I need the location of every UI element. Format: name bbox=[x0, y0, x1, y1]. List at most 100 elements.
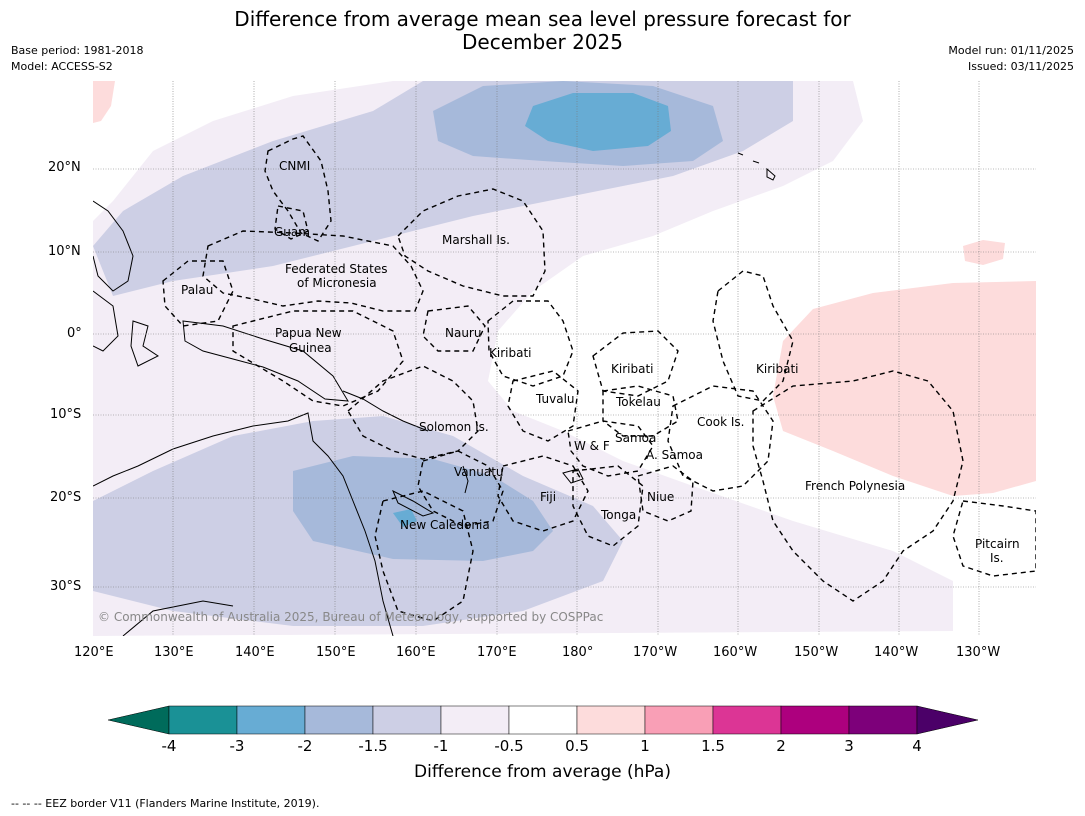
colorbar-tick: -2 bbox=[297, 737, 313, 755]
lon-label: 140°E bbox=[235, 645, 275, 660]
eez-tuvalu bbox=[507, 370, 579, 442]
map-panel: CNMI Guam Marshall Is. Federated States … bbox=[93, 81, 1036, 636]
eez-pitcairn bbox=[952, 500, 1036, 577]
label-fiji: Fiji bbox=[540, 490, 556, 504]
philippines-coast bbox=[93, 200, 134, 292]
lon-label: 170°W bbox=[633, 645, 678, 660]
australia-coast bbox=[93, 412, 394, 636]
fill-minus-2 bbox=[525, 93, 671, 151]
lon-label: 150°W bbox=[794, 645, 839, 660]
label-marshall: Marshall Is. bbox=[442, 233, 510, 247]
base-period: Base period: 1981-2018 bbox=[11, 44, 144, 57]
colorbar-bin bbox=[440, 705, 510, 735]
label-newcal: New Caledonia bbox=[400, 518, 490, 532]
map-labels: CNMI Guam Marshall Is. Federated States … bbox=[181, 159, 1020, 565]
label-png-1: Papua New bbox=[275, 326, 342, 340]
colorbar bbox=[107, 705, 979, 735]
eez-png bbox=[232, 310, 404, 407]
colorbar-bin bbox=[576, 705, 646, 735]
lon-label: 170°E bbox=[477, 645, 517, 660]
eez-newcal bbox=[374, 490, 474, 622]
vanuatu-coast bbox=[462, 465, 469, 494]
map-svg: CNMI Guam Marshall Is. Federated States … bbox=[93, 81, 1036, 636]
chart-title: Difference from average mean sea level p… bbox=[0, 8, 1085, 54]
label-frpoly: French Polynesia bbox=[805, 479, 905, 493]
colorbar-tick: 1 bbox=[640, 737, 650, 755]
label-tokelau: Tokelau bbox=[615, 395, 661, 409]
eez-frpoly bbox=[752, 370, 964, 602]
colorbar-tick: 2 bbox=[776, 737, 786, 755]
eez-nauru bbox=[422, 305, 486, 352]
label-niue: Niue bbox=[647, 490, 674, 504]
lon-label: 160°W bbox=[713, 645, 758, 660]
sulawesi-coast bbox=[130, 320, 159, 367]
colorbar-tick: 4 bbox=[912, 737, 922, 755]
lat-label: 20°N bbox=[48, 160, 81, 175]
anomaly-fills bbox=[93, 81, 1036, 636]
eez-cnmi bbox=[264, 135, 332, 242]
eez-cook bbox=[667, 385, 774, 492]
colorbar-bin bbox=[644, 705, 714, 735]
colorbar-extend-low bbox=[107, 705, 170, 735]
fill-minus-2-south bbox=[393, 509, 417, 527]
colorbar-extend-high bbox=[916, 705, 979, 735]
lon-label: 160°E bbox=[396, 645, 436, 660]
lon-label: 180° bbox=[562, 645, 594, 660]
label-pitcairn-1: Pitcairn bbox=[975, 537, 1020, 551]
label-cook: Cook Is. bbox=[697, 415, 744, 429]
fill-plus-0.5-north bbox=[963, 240, 1005, 265]
lat-label: 30°S bbox=[50, 579, 82, 594]
colorbar-tick: -0.5 bbox=[494, 737, 524, 755]
colorbar-bin bbox=[712, 705, 782, 735]
label-pitcairn-2: Is. bbox=[990, 551, 1004, 565]
label-solomon: Solomon Is. bbox=[419, 420, 489, 434]
lon-label: 130°E bbox=[154, 645, 194, 660]
copyright-notice: © Commonwealth of Australia 2025, Bureau… bbox=[98, 610, 603, 624]
colorbar-tick: 1.5 bbox=[701, 737, 725, 755]
lat-label: 20°S bbox=[50, 490, 82, 505]
eez-wf-samoa bbox=[567, 420, 654, 477]
colorbar-bin bbox=[780, 705, 850, 735]
eez-palau bbox=[162, 260, 234, 327]
new-caledonia-coast bbox=[392, 489, 435, 517]
label-samoa: Samoa bbox=[615, 431, 656, 445]
model-name: Model: ACCESS-S2 bbox=[11, 60, 113, 73]
eez-tokelau bbox=[602, 385, 679, 437]
colorbar-bin bbox=[236, 705, 306, 735]
eez-footnote: -- -- -- EEZ border V11 (Flanders Marine… bbox=[11, 797, 320, 810]
borneo-coast bbox=[93, 290, 119, 352]
hawaii-coast bbox=[737, 152, 776, 181]
colorbar-tick: -1 bbox=[433, 737, 449, 755]
title-line-2: December 2025 bbox=[462, 30, 623, 54]
label-tonga: Tonga bbox=[600, 508, 636, 522]
new-guinea-coast bbox=[182, 320, 349, 402]
fill-plus-0.5 bbox=[773, 281, 1036, 496]
eez-niue bbox=[637, 465, 694, 522]
label-fsm-2: of Micronesia bbox=[297, 276, 377, 290]
eez-vanuatu bbox=[417, 450, 504, 527]
lat-label: 10°S bbox=[50, 407, 82, 422]
issued-date: Issued: 03/11/2025 bbox=[967, 60, 1074, 73]
label-guam: Guam bbox=[274, 225, 310, 239]
colorbar-bin bbox=[372, 705, 442, 735]
colorbar-bin bbox=[508, 705, 578, 735]
label-kiribati-c: Kiribati bbox=[611, 362, 653, 376]
colorbar-tick: -3 bbox=[229, 737, 245, 755]
eez-kiribati-west bbox=[487, 300, 574, 387]
eez-solomon bbox=[347, 365, 479, 460]
australia-south-coast bbox=[122, 600, 234, 636]
label-fsm-1: Federated States bbox=[285, 262, 387, 276]
label-asamoa: A. Samoa bbox=[646, 448, 703, 462]
coastlines bbox=[93, 152, 776, 636]
eez-fiji bbox=[497, 455, 589, 532]
colorbar-tick: 0.5 bbox=[565, 737, 589, 755]
gridlines bbox=[93, 81, 1036, 636]
lon-label: 150°E bbox=[316, 645, 356, 660]
label-nauru: Nauru bbox=[445, 326, 481, 340]
eez-marshall bbox=[397, 188, 546, 297]
label-tuvalu: Tuvalu bbox=[535, 392, 575, 406]
colorbar-tick: -4 bbox=[161, 737, 177, 755]
colorbar-title: Difference from average (hPa) bbox=[414, 762, 671, 782]
eez-fsm bbox=[202, 230, 424, 312]
lon-label: 130°W bbox=[956, 645, 1001, 660]
